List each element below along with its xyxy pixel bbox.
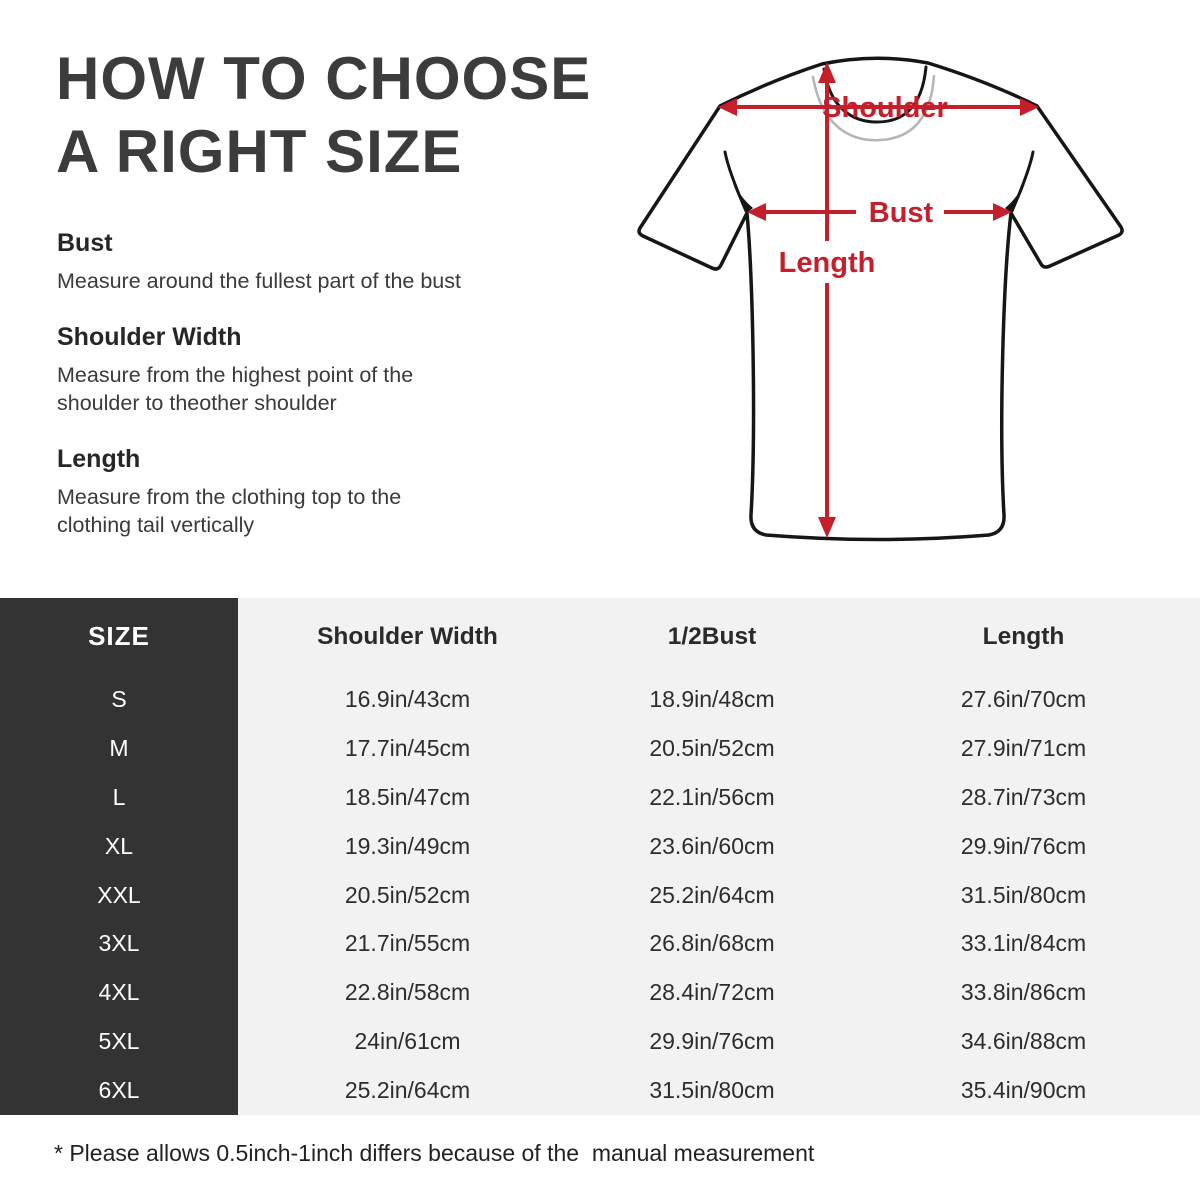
size-cell: XXL (0, 870, 238, 920)
length-cell: 29.9in/76cm (847, 821, 1200, 871)
half-bust-cell: 20.5in/52cm (577, 723, 847, 773)
half-bust-cell: 28.4in/72cm (577, 968, 847, 1018)
shoulder-width-cell: 16.9in/43cm (238, 675, 577, 724)
size-cell: 3XL (0, 919, 238, 969)
length-cell: 28.7in/73cm (847, 772, 1200, 822)
length-cell: 33.8in/86cm (847, 968, 1200, 1018)
half-bust-cell: 29.9in/76cm (577, 1017, 847, 1067)
size-cell: S (0, 675, 238, 724)
length-label-mask (786, 241, 868, 283)
guide-item-length: Length Measure from the clothing top to … (57, 444, 537, 539)
header-size-cell: SIZE (0, 598, 238, 675)
page-title-line1: HOW TO CHOOSE (56, 45, 592, 112)
left-armpit-shade (733, 183, 753, 213)
size-cell: XL (0, 821, 238, 871)
size-cell: L (0, 772, 238, 822)
right-armpit-shade (1005, 183, 1025, 213)
measurement-disclaimer: * Please allows 0.5inch-1inch differs be… (54, 1140, 815, 1166)
shoulder-width-cell: 22.8in/58cm (238, 968, 577, 1018)
length-cell: 27.9in/71cm (847, 723, 1200, 773)
shoulder-width-cell: 20.5in/52cm (238, 870, 577, 920)
size-cell: 5XL (0, 1017, 238, 1067)
half-bust-cell: 23.6in/60cm (577, 821, 847, 871)
size-table: SIZE Shoulder Width 1/2Bust Length S 16.… (0, 598, 1200, 1116)
bust-arrow-label: Bust (869, 197, 934, 229)
guide-body-bust: Measure around the fullest part of the b… (57, 269, 461, 293)
measure-guide: Bust Measure around the fullest part of … (57, 228, 537, 566)
shoulder-arrow-label: Shoulder (822, 92, 948, 124)
length-cell: 34.6in/88cm (847, 1017, 1200, 1067)
tshirt-outline (637, 56, 1124, 542)
guide-body-length: Measure from the clothing top to the clo… (57, 485, 402, 537)
header-half-bust-cell: 1/2Bust (577, 598, 847, 675)
page-title-line2: A RIGHT SIZE (56, 118, 463, 185)
half-bust-cell: 22.1in/56cm (577, 772, 847, 822)
shoulder-width-cell: 24in/61cm (238, 1017, 577, 1067)
guide-heading-shoulder-width: Shoulder Width (57, 323, 242, 351)
size-cell: 6XL (0, 1066, 238, 1116)
half-bust-cell: 18.9in/48cm (577, 675, 847, 724)
shoulder-width-cell: 18.5in/47cm (238, 772, 577, 822)
guide-heading-length: Length (57, 445, 141, 473)
shoulder-width-cell: 21.7in/55cm (238, 919, 577, 969)
shoulder-width-cell: 25.2in/64cm (238, 1066, 577, 1116)
header-shoulder-width-cell: Shoulder Width (238, 598, 577, 675)
tshirt-measurement-diagram: Shoulder Bust Length (637, 56, 1124, 542)
size-cell: M (0, 723, 238, 773)
guide-heading-bust: Bust (57, 229, 113, 257)
length-cell: 31.5in/80cm (847, 870, 1200, 920)
length-cell: 35.4in/90cm (847, 1066, 1200, 1116)
bust-label-mask (856, 193, 944, 231)
length-cell: 27.6in/70cm (847, 675, 1200, 724)
collar-inner-line (822, 65, 928, 124)
guide-item-bust: Bust Measure around the fullest part of … (57, 228, 537, 295)
shoulder-width-cell: 17.7in/45cm (238, 723, 577, 773)
half-bust-cell: 25.2in/64cm (577, 870, 847, 920)
shoulder-arrow (718, 98, 1039, 116)
shoulder-width-cell: 19.3in/49cm (238, 821, 577, 871)
size-cell: 4XL (0, 968, 238, 1018)
length-cell: 33.1in/84cm (847, 919, 1200, 969)
guide-body-shoulder-width: Measure from the highest point of the sh… (57, 363, 414, 415)
half-bust-cell: 31.5in/80cm (577, 1066, 847, 1116)
half-bust-cell: 26.8in/68cm (577, 919, 847, 969)
page-title: HOW TO CHOOSE A RIGHT SIZE (56, 42, 591, 188)
length-arrow-label: Length (779, 247, 876, 279)
guide-item-shoulder-width: Shoulder Width Measure from the highest … (57, 322, 537, 417)
length-arrow (818, 62, 836, 538)
header-length-cell: Length (847, 598, 1200, 675)
